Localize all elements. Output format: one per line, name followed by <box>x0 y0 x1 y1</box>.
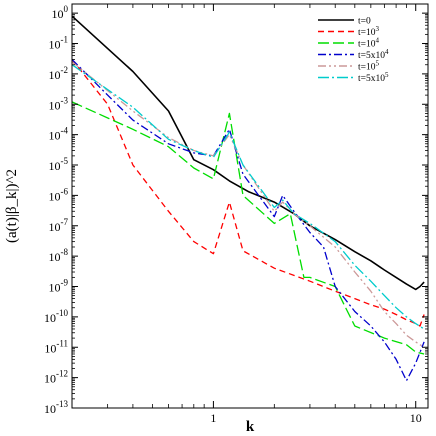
y-tick-label: 10-12 <box>44 369 68 386</box>
y-tick-exp: -6 <box>61 186 69 196</box>
y-tick-exp: -11 <box>56 338 68 348</box>
y-axis-label-text: (a(t)|β_k|)^2 <box>4 169 20 243</box>
tick-layer: 10010-110-210-310-410-510-610-710-810-91… <box>44 3 428 425</box>
y-tick-label: 10-3 <box>49 95 69 112</box>
y-tick-exp: -5 <box>61 156 69 166</box>
y-tick-label: 10-1 <box>49 35 69 52</box>
series-line-3 <box>72 58 425 382</box>
y-tick-exp: -12 <box>56 369 68 379</box>
y-tick-exp: -4 <box>61 126 69 136</box>
y-tick-base: 10 <box>52 7 64 21</box>
y-tick-exp: -7 <box>61 217 69 227</box>
y-tick-label: 10-9 <box>49 278 69 295</box>
plot-frame <box>71 3 429 409</box>
legend-label-exp: 5 <box>376 60 380 68</box>
legend-label-base: t=5x10 <box>358 51 385 61</box>
legend-label-exp: 3 <box>376 25 380 33</box>
legend-label-3: t=5x104 <box>358 48 389 61</box>
y-axis-label: (a(t)|β_k|)^2 <box>4 169 20 243</box>
series-line-2 <box>72 101 425 355</box>
y-tick-label: 10-8 <box>49 247 69 264</box>
y-tick-exp: -13 <box>56 399 68 409</box>
y-tick-exp: -2 <box>61 65 69 75</box>
legend-label-base: t=0 <box>358 17 371 27</box>
y-tick-label: 10-6 <box>49 186 69 203</box>
y-tick-base: 10 <box>49 189 61 203</box>
y-tick-exp: -10 <box>56 308 68 318</box>
y-tick-base: 10 <box>44 341 56 355</box>
y-tick-exp: -9 <box>61 278 69 288</box>
y-tick-base: 10 <box>49 129 61 143</box>
y-tick-base: 10 <box>49 159 61 173</box>
legend-label-exp: 5 <box>385 71 389 79</box>
legend-label-base: t=10 <box>358 40 376 50</box>
y-tick-label: 10-2 <box>49 65 69 82</box>
legend-label-2: t=104 <box>358 37 380 50</box>
legend-label-4: t=105 <box>358 60 380 73</box>
y-tick-base: 10 <box>49 250 61 264</box>
legend-label-exp: 4 <box>376 37 380 45</box>
y-tick-base: 10 <box>49 38 61 52</box>
y-tick-exp: -1 <box>61 35 69 45</box>
legend-label-5: t=5x105 <box>358 71 389 84</box>
y-tick-base: 10 <box>44 372 56 386</box>
y-tick-base: 10 <box>49 220 61 234</box>
series-line-0 <box>72 15 425 291</box>
x-tick-label: 1 <box>210 411 216 425</box>
series-line-1 <box>72 58 425 327</box>
y-tick-label: 10-13 <box>44 399 68 416</box>
series-line-5 <box>72 64 425 330</box>
y-tick-label: 100 <box>52 4 69 21</box>
legend-label-base: t=10 <box>358 63 376 73</box>
series-layer <box>72 15 425 382</box>
legend-label-base: t=10 <box>358 28 376 38</box>
legend-label-exp: 4 <box>385 48 389 56</box>
y-tick-base: 10 <box>49 281 61 295</box>
y-tick-base: 10 <box>44 311 56 325</box>
y-tick-exp: -3 <box>61 95 69 105</box>
y-tick-label: 10-5 <box>49 156 69 173</box>
legend-label-1: t=103 <box>358 25 380 38</box>
y-tick-base: 10 <box>49 68 61 82</box>
y-tick-label: 10-4 <box>49 126 69 143</box>
y-tick-label: 10-7 <box>49 217 69 234</box>
y-tick-base: 10 <box>49 98 61 112</box>
y-tick-label: 10-11 <box>44 338 68 355</box>
x-axis-label: k <box>246 419 255 435</box>
legend-label-0: t=0 <box>358 17 371 27</box>
legend-label-base: t=5x10 <box>358 74 385 84</box>
y-tick-exp: 0 <box>64 4 69 14</box>
x-tick-label: 10 <box>410 411 422 425</box>
y-tick-exp: -8 <box>61 247 69 257</box>
y-tick-base: 10 <box>44 402 56 416</box>
y-tick-label: 10-10 <box>44 308 68 325</box>
series-line-4 <box>72 61 425 348</box>
